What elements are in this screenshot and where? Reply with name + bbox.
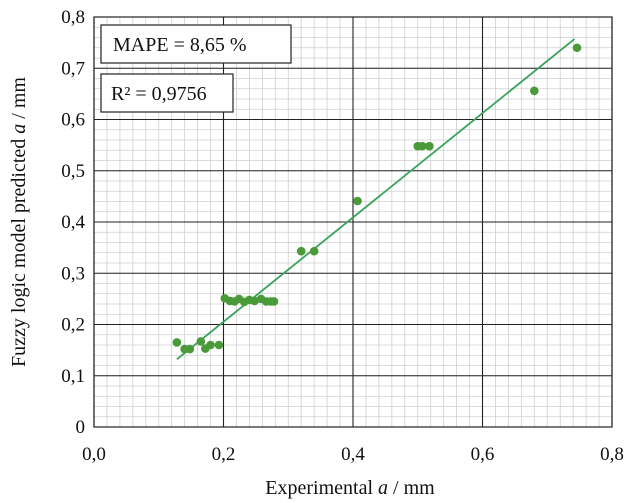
r2-annotation-box: R² = 0,9756 bbox=[100, 73, 234, 113]
data-point bbox=[206, 340, 215, 350]
y-tick-label: 0 bbox=[76, 417, 86, 438]
y-tick-label: 0,3 bbox=[61, 263, 85, 284]
r2-annotation: R² = 0,9756 bbox=[111, 83, 207, 105]
plot-frame bbox=[93, 16, 613, 428]
data-point bbox=[214, 340, 224, 350]
data-point bbox=[269, 297, 279, 306]
data-point bbox=[309, 246, 319, 256]
data-point bbox=[572, 43, 582, 53]
data-point bbox=[185, 344, 195, 354]
data-point bbox=[172, 338, 182, 347]
y-tick-labels: 0 0,1 0,2 0,3 0,4 0,5 0,6 0,7 0,8 bbox=[61, 7, 85, 438]
x-tick-labels: 0,0 0,2 0,4 0,6 0,8 bbox=[82, 444, 624, 465]
x-tick-label: 0,6 bbox=[471, 444, 495, 465]
mape-annotation-box: MAPE = 8,65 % bbox=[100, 24, 292, 64]
data-point bbox=[425, 141, 434, 151]
y-tick-label: 0,7 bbox=[61, 58, 85, 79]
data-point bbox=[417, 141, 427, 151]
x-tick-label: 0,0 bbox=[82, 444, 106, 465]
data-point bbox=[353, 196, 362, 206]
x-tick-label: 0,2 bbox=[212, 444, 236, 465]
data-points bbox=[172, 43, 582, 354]
x-tick-label: 0,4 bbox=[341, 444, 365, 465]
y-tick-label: 0,6 bbox=[61, 110, 85, 131]
y-tick-label: 0,2 bbox=[61, 315, 85, 336]
mape-annotation: MAPE = 8,65 % bbox=[113, 34, 247, 56]
y-axis-title: Fuzzy logic model predicted a / mm bbox=[8, 77, 30, 367]
x-tick-label: 0,8 bbox=[600, 444, 624, 465]
y-tick-label: 0,5 bbox=[61, 161, 85, 182]
y-tick-label: 0,1 bbox=[61, 366, 85, 387]
data-point bbox=[196, 337, 206, 346]
y-tick-label: 0,4 bbox=[61, 212, 85, 233]
data-point bbox=[250, 296, 259, 306]
x-axis-title: Experimental a / mm bbox=[265, 477, 435, 499]
y-tick-label: 0,8 bbox=[61, 7, 85, 28]
data-point bbox=[530, 86, 539, 96]
data-point bbox=[296, 246, 306, 256]
